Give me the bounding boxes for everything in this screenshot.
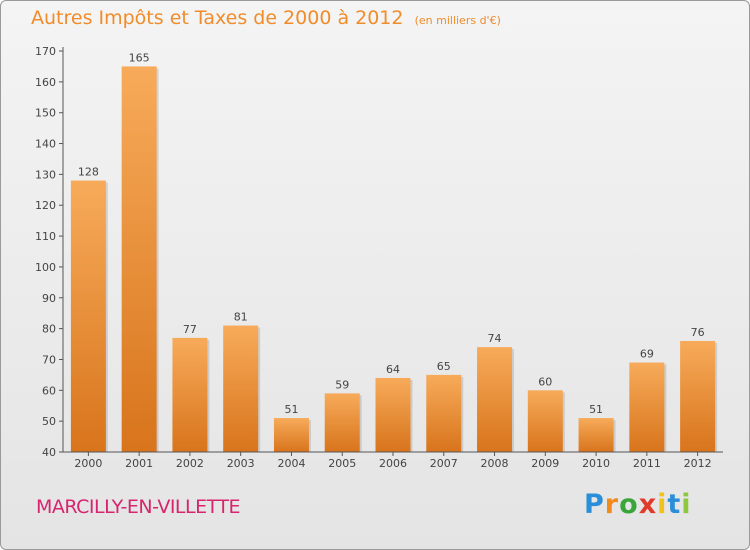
x-tick-label: 2010 xyxy=(582,457,610,470)
data-label: 165 xyxy=(129,51,150,64)
bar-2001 xyxy=(121,66,157,452)
x-tick-label: 2000 xyxy=(74,457,102,470)
data-label: 65 xyxy=(437,360,451,373)
data-label: 128 xyxy=(78,166,99,179)
data-label: 51 xyxy=(589,403,603,416)
proxiti-logo[interactable]: Proxiti xyxy=(584,489,692,520)
x-tick-label: 2008 xyxy=(481,457,509,470)
data-label: 77 xyxy=(183,323,197,336)
logo-letter: P xyxy=(584,489,605,520)
y-tick-label: 150 xyxy=(35,107,56,120)
data-label: 59 xyxy=(335,378,349,391)
bars: 128 165 77 81 51 59 64 65 74 60 51 69 76 xyxy=(70,51,718,453)
data-label: 69 xyxy=(640,348,654,361)
logo-letter: r xyxy=(604,489,620,520)
logo-letter: t xyxy=(667,489,682,520)
logo-letter: x xyxy=(638,489,658,520)
x-tick-label: 2006 xyxy=(379,457,407,470)
y-tick-label: 130 xyxy=(35,168,56,181)
y-tick-label: 90 xyxy=(42,292,56,305)
chart-title: Autres Impôts et Taxes de 2000 à 2012 xyxy=(31,7,404,29)
y-tick-label: 50 xyxy=(42,415,56,428)
data-label: 60 xyxy=(538,375,552,388)
logo-letter: i xyxy=(681,489,692,520)
bar-2007 xyxy=(426,374,462,452)
commune-name: MARCILLY-EN-VILLETTE xyxy=(36,496,241,518)
y-tick-label: 140 xyxy=(35,138,56,151)
x-tick-label: 2003 xyxy=(227,457,255,470)
title-row: Autres Impôts et Taxes de 2000 à 2012 (e… xyxy=(31,7,501,29)
bar-2000 xyxy=(70,180,106,453)
x-tick-label: 2005 xyxy=(328,457,356,470)
bar-2010 xyxy=(578,418,614,452)
y-tick-label: 160 xyxy=(35,76,56,89)
chart-unit: (en milliers d'€) xyxy=(414,14,501,27)
y-tick-label: 110 xyxy=(35,230,56,243)
x-tick-label: 2002 xyxy=(176,457,204,470)
x-tick-label: 2001 xyxy=(125,457,153,470)
bar-2005 xyxy=(324,393,360,452)
data-label: 74 xyxy=(488,332,502,345)
data-label: 81 xyxy=(234,311,248,324)
y-tick-label: 70 xyxy=(42,353,56,366)
bar-2012 xyxy=(680,340,716,452)
bar-2002 xyxy=(172,337,208,452)
x-tick-label: 2012 xyxy=(684,457,712,470)
bar-2008 xyxy=(477,347,513,452)
x-tick-label: 2004 xyxy=(277,457,305,470)
x-axis: 2000 2001 2002 2003 2004 2005 2006 2007 2008 2009… xyxy=(63,451,723,470)
y-tick-label: 100 xyxy=(35,261,56,274)
bar-2003 xyxy=(223,325,259,452)
logo-letter: o xyxy=(619,489,639,520)
y-tick-label: 80 xyxy=(42,323,56,336)
data-label: 76 xyxy=(691,326,705,339)
logo-letter: i xyxy=(657,489,668,520)
y-axis: 40 50 60 70 80 90 100 110 120 130 140 150 160 170 xyxy=(35,45,64,459)
data-label: 64 xyxy=(386,363,400,376)
bar-2006 xyxy=(375,377,411,452)
y-tick-label: 40 xyxy=(42,446,56,459)
y-tick-label: 60 xyxy=(42,384,56,397)
x-tick-label: 2007 xyxy=(430,457,458,470)
bar-2004 xyxy=(273,418,309,452)
bar-2009 xyxy=(527,390,563,452)
x-tick-label: 2011 xyxy=(633,457,661,470)
bar-2011 xyxy=(629,362,665,452)
y-tick-label: 120 xyxy=(35,199,56,212)
data-label: 51 xyxy=(284,403,298,416)
y-tick-label: 170 xyxy=(35,45,56,58)
x-tick-label: 2009 xyxy=(531,457,559,470)
